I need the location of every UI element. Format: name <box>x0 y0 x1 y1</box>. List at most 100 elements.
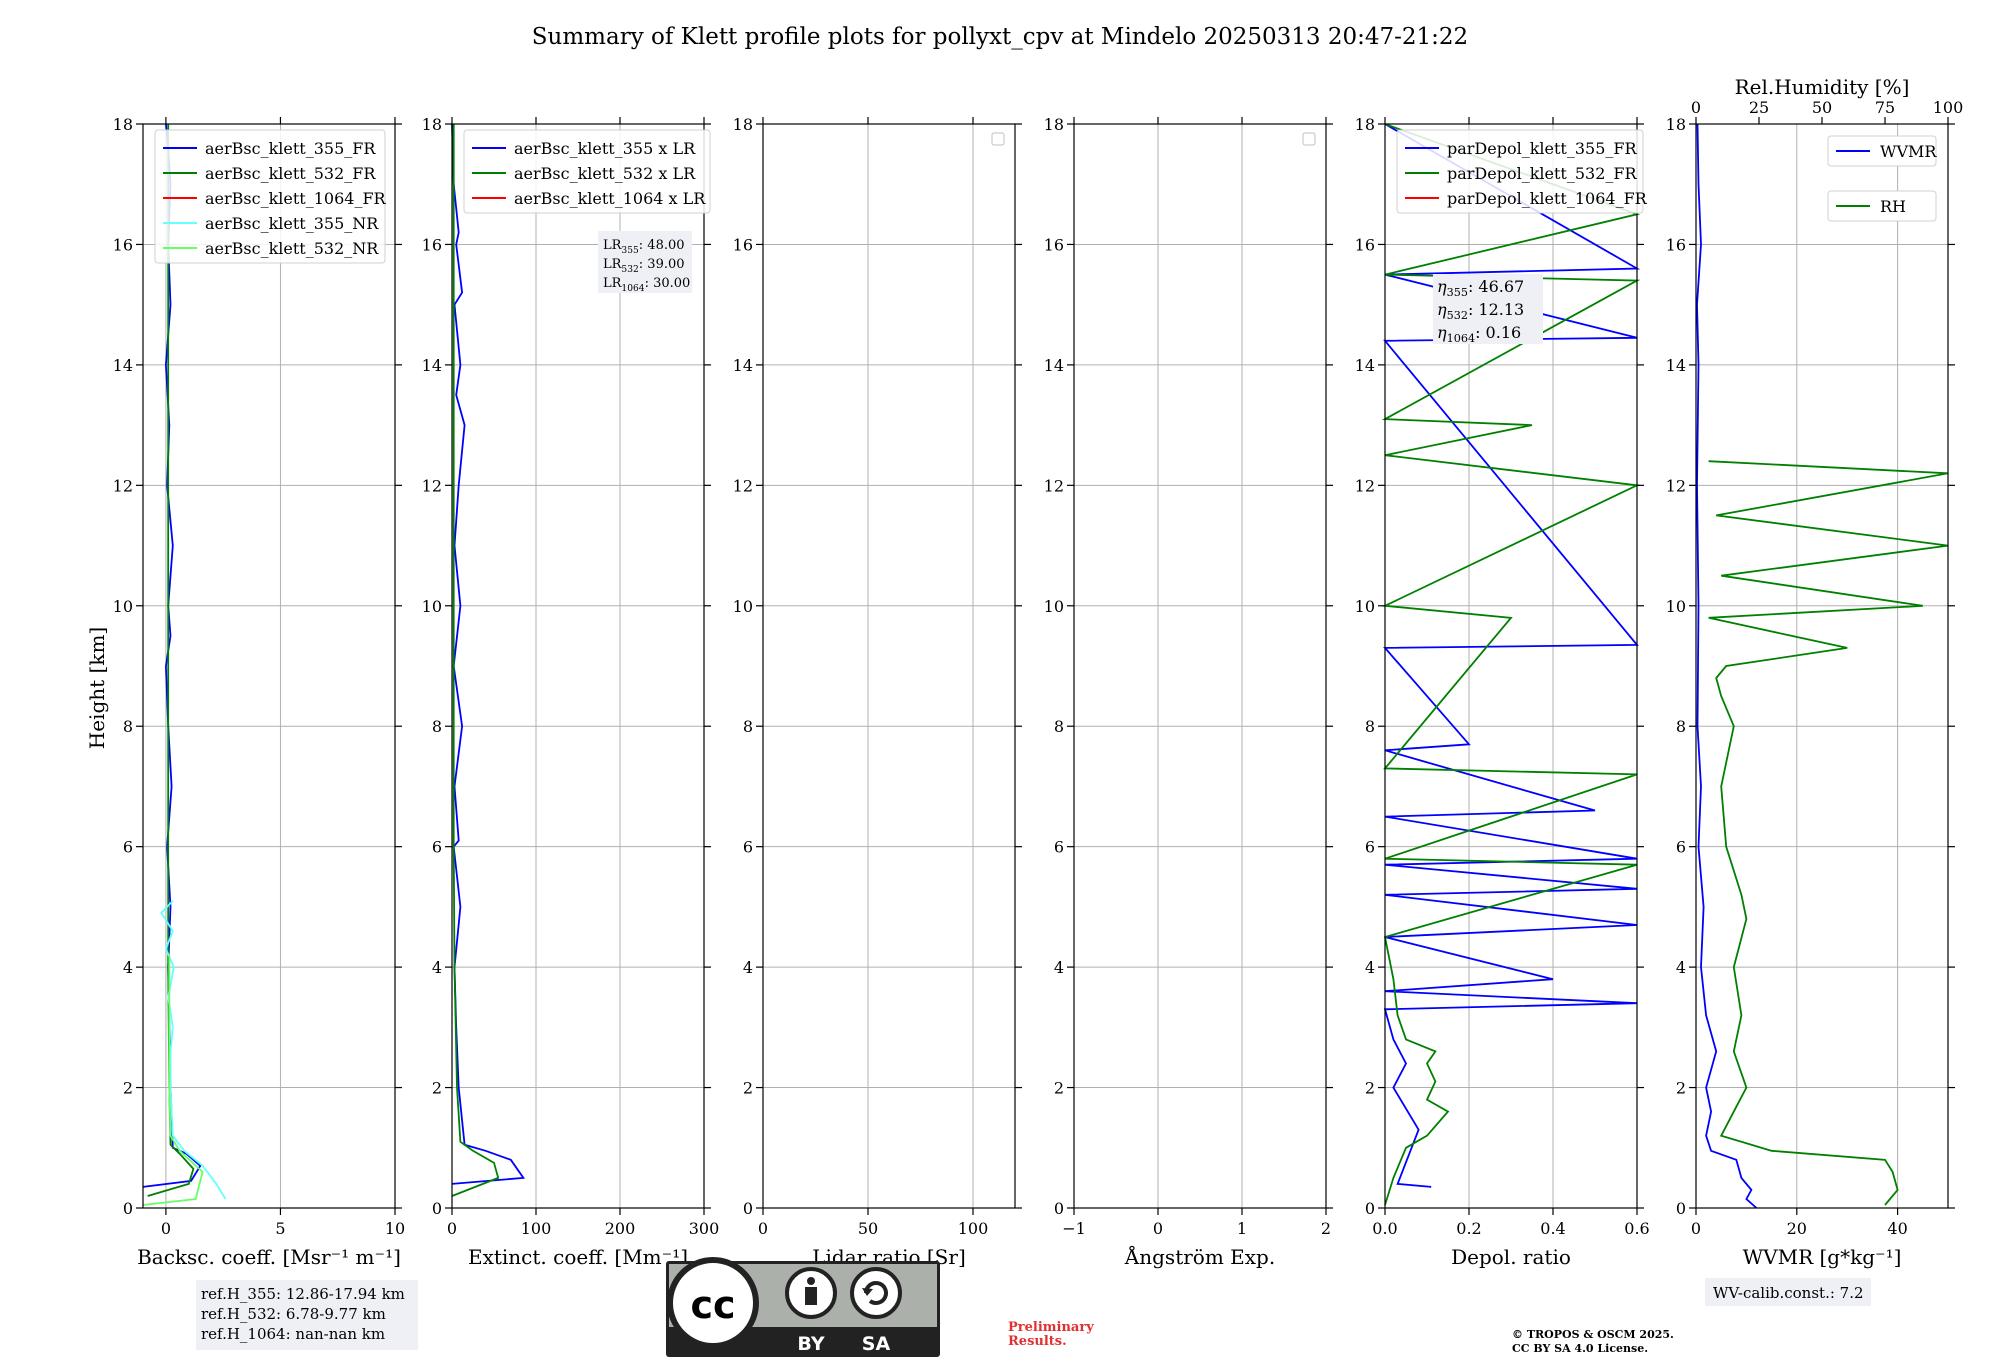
wv-calib-box <box>1705 1278 1871 1306</box>
y-tick-label: 18 <box>733 115 753 134</box>
panel-frame <box>1695 123 1949 1209</box>
x-tick-label: 1 <box>1237 1219 1247 1238</box>
ref-height-532: ref.H_532: 6.78-9.77 km <box>201 1305 386 1323</box>
y-tick-label: 10 <box>733 597 753 616</box>
x2-tick-label: 100 <box>1933 98 1964 117</box>
y-tick-label: 6 <box>743 838 753 857</box>
y-tick-label: 6 <box>123 838 133 857</box>
y-tick-label: 14 <box>1666 356 1686 375</box>
x-tick-label: 50 <box>858 1219 878 1238</box>
y-tick-label: 0 <box>743 1199 753 1218</box>
panel-5: 0 2 4 6 8 10 12 14 16 18 0.0 0.2 0.4 0.6 Depol. ratio p… <box>1355 115 1650 1269</box>
y-tick-label: 6 <box>1365 838 1375 857</box>
legend-box <box>154 129 386 264</box>
y-tick-label: 14 <box>1044 356 1064 375</box>
y-tick-label: 2 <box>432 1079 442 1098</box>
lr-annotation: LR355: 48.00 <box>603 238 685 256</box>
y-tick-label: 8 <box>1054 717 1064 736</box>
y-tick-label: 2 <box>1054 1079 1064 1098</box>
eta-annotation: η532: 12.13 <box>1437 300 1524 322</box>
cc-by-sa-badge[interactable]: cc BY SA <box>666 1257 940 1357</box>
y-tick-label: 2 <box>1365 1079 1375 1098</box>
x2-axis-label: Rel.Humidity [%] <box>1735 75 1910 99</box>
y-tick-label: 4 <box>1676 958 1686 977</box>
y-tick-label: 8 <box>432 717 442 736</box>
figure-title: Summary of Klett profile plots for polly… <box>532 24 1468 50</box>
legend-entry: aerBsc_klett_355_FR <box>205 139 376 158</box>
x-tick-label: 0 <box>758 1219 768 1238</box>
y-tick-label: 0 <box>1365 1199 1375 1218</box>
lr-annotation-box <box>598 231 692 293</box>
y-tick-label: 16 <box>1355 235 1375 254</box>
x-axis-label: Ångström Exp. <box>1124 1244 1275 1269</box>
y-tick-label: 12 <box>1355 476 1375 495</box>
legend-box <box>463 129 711 214</box>
x-tick-label: 0.4 <box>1540 1219 1565 1238</box>
series-line-aerBsc_klett_355_FR <box>142 123 202 1188</box>
x-tick-label: 0 <box>447 1219 457 1238</box>
empty-legend-box <box>991 132 1005 146</box>
panel-1: 0 2 4 6 8 10 12 14 16 18 0 5 10 Backsc. coeff. [Msr⁻¹… <box>113 115 406 1269</box>
y-tick-label: 4 <box>123 958 133 977</box>
lr-annotation: LR532: 39.00 <box>603 257 685 275</box>
eta-annotation: η355: 46.67 <box>1437 277 1524 299</box>
y-tick-label: 16 <box>1044 235 1064 254</box>
legend-entry: aerBsc_klett_355_NR <box>205 214 379 233</box>
legend-box <box>1827 135 1937 167</box>
cc-logo-icon <box>667 1257 759 1349</box>
y-tick-label: 8 <box>743 717 753 736</box>
sa-share-icon <box>850 1267 902 1319</box>
x-tick-label: 300 <box>689 1219 720 1238</box>
series-line-WVMR <box>1696 123 1758 1209</box>
sa-label: SA <box>862 1333 891 1355</box>
y-tick-label: 6 <box>1054 838 1064 857</box>
y-tick-label: 0 <box>432 1199 442 1218</box>
panel-frame <box>142 123 396 1209</box>
legend-entry: aerBsc_klett_532 x LR <box>514 164 696 183</box>
y-tick-label: 6 <box>1676 838 1686 857</box>
legend-box <box>1396 129 1644 214</box>
x-tick-label: 0 <box>1691 1219 1701 1238</box>
legend-entry: WVMR <box>1880 142 1937 161</box>
y-tick-label: 18 <box>1666 115 1686 134</box>
legend-entry: RH <box>1880 197 1906 216</box>
x-axis-label: WVMR [g*kg⁻¹] <box>1743 1245 1902 1269</box>
y-tick-label: 10 <box>422 597 442 616</box>
wv-calib-const: WV-calib.const.: 7.2 <box>1713 1284 1864 1302</box>
x2-tick-label: 50 <box>1812 98 1832 117</box>
y-tick-label: 12 <box>1666 476 1686 495</box>
preliminary-results-note: Preliminary Results. <box>1008 1320 1094 1349</box>
x-tick-label: 20 <box>1787 1219 1807 1238</box>
y-tick-label: 4 <box>743 958 753 977</box>
y-tick-label: 0 <box>123 1199 133 1218</box>
x-tick-label: 5 <box>275 1219 285 1238</box>
y-tick-label: 12 <box>113 476 133 495</box>
legend-entry: parDepol_klett_355_FR <box>1447 139 1638 158</box>
y-tick-label: 12 <box>422 476 442 495</box>
y-tick-label: 16 <box>1666 235 1686 254</box>
legend-box <box>1827 190 1937 222</box>
copyright-line-1: © TROPOS & OSCM 2025. <box>1512 1328 1674 1341</box>
series-line-aerBsc_klett_532 x LR <box>451 124 500 1197</box>
x-axis-label: Extinct. coeff. [Mm⁻¹] <box>468 1245 688 1269</box>
y-tick-label: 12 <box>733 476 753 495</box>
x-tick-label: 100 <box>958 1219 989 1238</box>
legend-entry: parDepol_klett_532_FR <box>1447 164 1638 183</box>
panel-6: 0 2 4 6 8 10 12 14 16 18 0 20 40 WVMR [g*kg⁻¹] 0 25 50 75… <box>1666 75 1964 1269</box>
x-tick-label: 0 <box>1153 1219 1163 1238</box>
x-tick-label: 0.2 <box>1456 1219 1481 1238</box>
shared-y-axis-label: Height [km] <box>85 627 109 749</box>
x-tick-label: 0 <box>161 1219 171 1238</box>
y-tick-label: 2 <box>743 1079 753 1098</box>
x-tick-label: 10 <box>385 1219 405 1238</box>
y-tick-label: 4 <box>1054 958 1064 977</box>
ref-heights-box <box>196 1280 418 1350</box>
x-tick-label: −1 <box>1062 1219 1086 1238</box>
panel-frame <box>1073 123 1327 1209</box>
y-tick-label: 8 <box>1676 717 1686 736</box>
ref-height-355: ref.H_355: 12.86-17.94 km <box>201 1285 405 1303</box>
x-axis-label: Backsc. coeff. [Msr⁻¹ m⁻¹] <box>137 1245 401 1269</box>
x-tick-label: 200 <box>605 1219 636 1238</box>
